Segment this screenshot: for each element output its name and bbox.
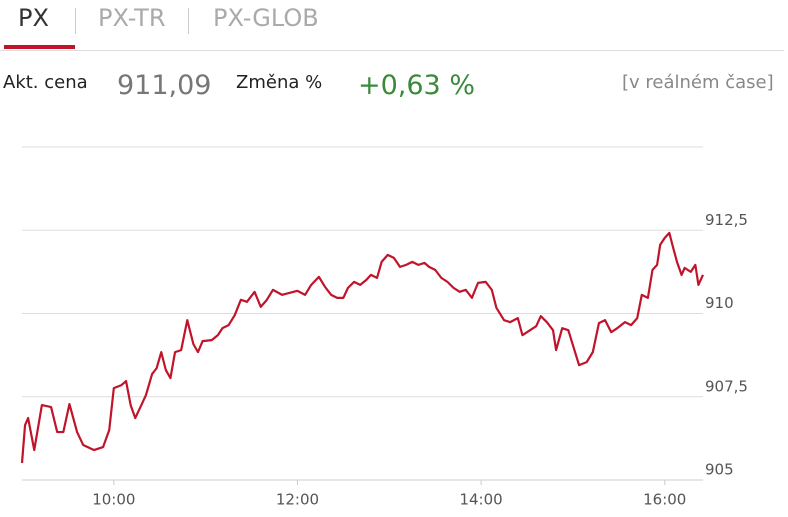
active-tab-indicator bbox=[4, 45, 75, 49]
mode: [v reálném čase] bbox=[622, 72, 774, 93]
price: 911,09 bbox=[117, 70, 212, 101]
change-label: Změna % bbox=[236, 72, 323, 93]
tab[interactable]: PX-TR bbox=[98, 4, 166, 32]
y-tick-label: 907,5 bbox=[705, 377, 748, 395]
y-tick-label: 905 bbox=[705, 461, 734, 479]
tab[interactable]: PX bbox=[18, 4, 49, 32]
x-tick-label: 16:00 bbox=[643, 491, 686, 509]
y-tick-label: 910 bbox=[705, 294, 734, 312]
price-line bbox=[20, 231, 704, 464]
x-tick-label: 14:00 bbox=[459, 491, 502, 509]
tab[interactable]: PX-GLOB bbox=[213, 4, 319, 32]
y-tick-label: 912,5 bbox=[705, 211, 748, 229]
x-tick-label: 12:00 bbox=[276, 491, 319, 509]
x-tick-label: 10:00 bbox=[92, 491, 135, 509]
tab-bar: PX PX-TR PX-GLOB bbox=[0, 0, 784, 51]
change: +0,63 % bbox=[358, 70, 475, 101]
price-label: Akt. cena bbox=[3, 72, 88, 93]
